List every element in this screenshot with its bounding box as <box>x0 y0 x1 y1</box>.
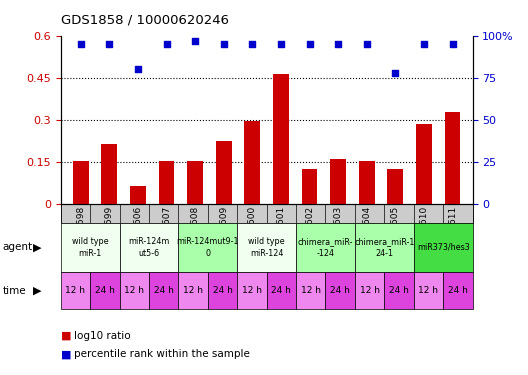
Point <box>305 41 314 47</box>
Bar <box>187 161 203 204</box>
Bar <box>159 161 174 204</box>
Text: chimera_miR-
-124: chimera_miR- -124 <box>298 237 353 258</box>
Point <box>277 41 285 47</box>
Text: percentile rank within the sample: percentile rank within the sample <box>74 350 250 359</box>
Text: 12 h: 12 h <box>124 286 144 295</box>
Bar <box>445 112 460 204</box>
Text: 12 h: 12 h <box>418 286 438 295</box>
Text: 24 h: 24 h <box>330 286 350 295</box>
Point <box>134 66 142 72</box>
Text: 12 h: 12 h <box>301 286 321 295</box>
Text: 12 h: 12 h <box>183 286 203 295</box>
Text: 24 h: 24 h <box>213 286 232 295</box>
Bar <box>101 144 117 204</box>
Text: 24 h: 24 h <box>95 286 115 295</box>
Bar <box>73 161 89 204</box>
Point <box>391 70 400 76</box>
Point <box>105 41 114 47</box>
Text: log10 ratio: log10 ratio <box>74 331 130 340</box>
Text: chimera_miR-1
24-1: chimera_miR-1 24-1 <box>354 237 414 258</box>
Text: 24 h: 24 h <box>448 286 468 295</box>
Text: miR-124m
ut5-6: miR-124m ut5-6 <box>128 237 169 258</box>
Text: agent: agent <box>3 243 33 252</box>
Point <box>191 38 200 44</box>
Text: miR373/hes3: miR373/hes3 <box>417 243 469 252</box>
Point <box>420 41 428 47</box>
Point <box>248 41 257 47</box>
Text: 24 h: 24 h <box>271 286 291 295</box>
Bar <box>130 186 146 204</box>
Text: 24 h: 24 h <box>389 286 409 295</box>
Point <box>220 41 228 47</box>
Point <box>77 41 85 47</box>
Text: 24 h: 24 h <box>154 286 174 295</box>
Text: miR-124mut9-1
0: miR-124mut9-1 0 <box>176 237 239 258</box>
Bar <box>301 169 317 204</box>
Text: time: time <box>3 286 26 296</box>
Bar <box>273 74 289 204</box>
Bar <box>216 141 232 204</box>
Bar <box>359 161 374 204</box>
Text: ■: ■ <box>61 350 71 359</box>
Text: ■: ■ <box>61 331 71 340</box>
Text: 12 h: 12 h <box>65 286 86 295</box>
Text: ▶: ▶ <box>33 286 41 296</box>
Bar <box>388 169 403 204</box>
Point <box>363 41 371 47</box>
Text: GDS1858 / 10000620246: GDS1858 / 10000620246 <box>61 13 229 26</box>
Text: 12 h: 12 h <box>242 286 262 295</box>
Text: wild type
miR-1: wild type miR-1 <box>72 237 108 258</box>
Point <box>448 41 457 47</box>
Text: 12 h: 12 h <box>360 286 380 295</box>
Point <box>334 41 342 47</box>
Text: ▶: ▶ <box>33 243 41 252</box>
Bar <box>244 122 260 204</box>
Point <box>162 41 171 47</box>
Text: wild type
miR-124: wild type miR-124 <box>248 237 285 258</box>
Bar <box>331 159 346 204</box>
Bar <box>416 124 432 204</box>
